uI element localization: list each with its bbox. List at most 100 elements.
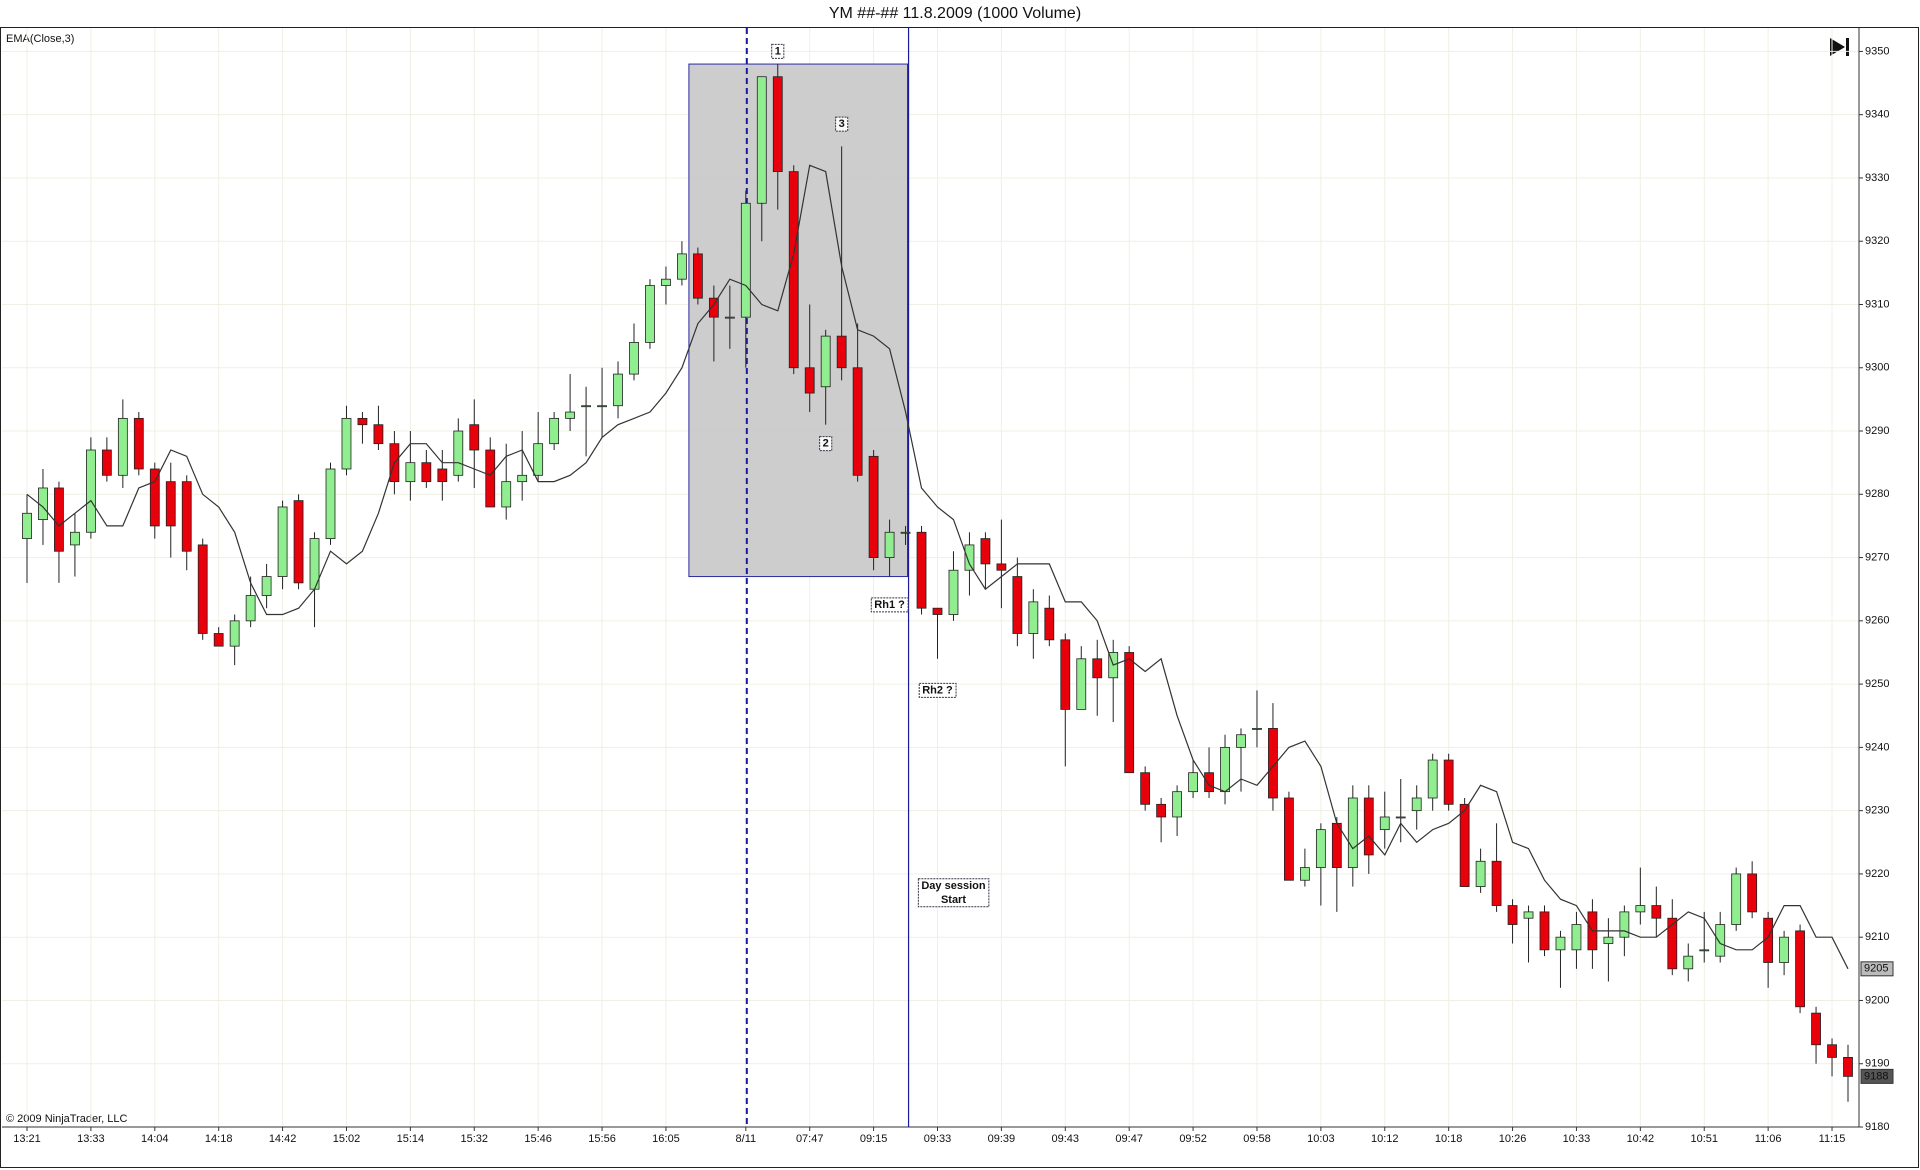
- candle-body: [469, 424, 480, 451]
- x-tick-label: 09:52: [1179, 1133, 1207, 1145]
- candle-body: [1140, 772, 1151, 805]
- annotation-box: [835, 116, 849, 132]
- candle-body: [1379, 816, 1390, 831]
- candle-body: [245, 595, 256, 622]
- candle-body: [133, 417, 144, 470]
- y-tick-label: 9250: [1865, 678, 1889, 690]
- annotation: Rh2 ?: [918, 682, 957, 698]
- candle-body: [1060, 639, 1071, 710]
- candle-body: [677, 253, 687, 280]
- candle-body: [629, 342, 639, 375]
- candle-body: [1795, 930, 1805, 1008]
- candle-body: [1699, 949, 1710, 952]
- candle-body: [533, 443, 544, 476]
- annotation-text: 1: [775, 45, 781, 57]
- y-tick-label: 9350: [1865, 45, 1889, 57]
- annotation: 1: [771, 43, 785, 59]
- candle-body: [213, 633, 224, 647]
- annotation-text: Start: [941, 894, 966, 906]
- x-tick-label: 13:21: [13, 1133, 41, 1145]
- candle-body: [740, 202, 751, 318]
- candle-body: [1731, 873, 1742, 925]
- candle-body: [964, 544, 975, 571]
- candle-body: [1268, 727, 1278, 799]
- annotation-text: Rh2 ?: [922, 684, 953, 696]
- candle-body: [581, 405, 591, 408]
- candle-body: [1539, 911, 1550, 951]
- y-tick-label: 9290: [1865, 425, 1889, 437]
- annotation: 3: [835, 116, 849, 132]
- annotation-box: [771, 43, 785, 59]
- y-tick-label: 9280: [1865, 488, 1889, 500]
- x-tick-label: 10:42: [1627, 1133, 1655, 1145]
- candle-body: [1220, 746, 1230, 793]
- candle-body: [1443, 759, 1454, 805]
- x-tick-label: 09:33: [924, 1133, 952, 1145]
- candle-body: [1603, 936, 1614, 944]
- candle-body: [1204, 772, 1214, 793]
- candle-body: [1747, 873, 1758, 913]
- candle-body: [325, 468, 336, 539]
- candle-body: [70, 531, 80, 546]
- candle-body: [597, 405, 607, 408]
- candle-body: [1843, 1057, 1853, 1077]
- x-tick-label: 10:18: [1435, 1133, 1463, 1145]
- annotation-text: 3: [839, 118, 845, 130]
- candle-body: [1044, 607, 1055, 641]
- candle-body: [836, 335, 847, 369]
- candle-body: [708, 297, 719, 318]
- candle-body: [149, 468, 160, 527]
- y-tick-label: 9330: [1865, 172, 1889, 184]
- bar-icon[interactable]: [1846, 38, 1849, 56]
- candle-body: [101, 449, 112, 476]
- x-tick-label: 09:39: [988, 1133, 1016, 1145]
- candle-body: [1555, 936, 1566, 951]
- candle-body: [645, 285, 655, 343]
- candle-body: [1092, 658, 1103, 679]
- candle-body: [1475, 860, 1486, 887]
- x-tick-label: 16:05: [652, 1133, 680, 1145]
- x-tick-label: 10:26: [1499, 1133, 1527, 1145]
- y-tick-label: 9310: [1865, 298, 1889, 310]
- annotation-box: [870, 597, 909, 613]
- price-tag: [1860, 1068, 1894, 1084]
- annotation: 2: [819, 436, 833, 452]
- candle-body: [980, 538, 991, 565]
- candle-body: [1284, 797, 1294, 881]
- candle-body: [1779, 936, 1790, 963]
- y-tick-label: 9180: [1865, 1121, 1889, 1133]
- x-tick-label: 10:03: [1307, 1133, 1335, 1145]
- candle-body: [1188, 772, 1198, 793]
- x-tick-label: 15:46: [524, 1133, 552, 1145]
- candle-body: [1156, 803, 1167, 818]
- annotation: Day session Start: [917, 878, 990, 908]
- candle-body: [1811, 1012, 1821, 1046]
- x-tick-label: 15:02: [333, 1133, 361, 1145]
- candle-body: [1347, 797, 1358, 868]
- price-tag: [1860, 961, 1894, 977]
- candle-body: [549, 417, 560, 445]
- y-tick-label: 9220: [1865, 868, 1889, 880]
- x-tick-label: 8/11: [736, 1133, 757, 1145]
- candle-body: [1331, 822, 1342, 868]
- candle-body: [421, 462, 432, 483]
- candle-body: [1571, 924, 1582, 951]
- annotation-box: [918, 682, 957, 698]
- candle-body: [373, 424, 384, 445]
- candle-body: [1827, 1044, 1837, 1058]
- candle-body: [1491, 860, 1502, 906]
- candle-body: [613, 373, 623, 407]
- y-tick-label: 9300: [1865, 362, 1889, 374]
- x-tick-label: 13:33: [77, 1133, 105, 1145]
- candle-body: [22, 512, 32, 539]
- x-tick-label: 09:47: [1115, 1133, 1143, 1145]
- candle-body: [1459, 803, 1470, 887]
- candle-body: [900, 531, 911, 534]
- candle-body: [884, 531, 895, 558]
- x-tick-label: 10:33: [1563, 1133, 1591, 1145]
- annotation: Rh1 ?: [870, 597, 909, 613]
- candle-body: [868, 455, 879, 558]
- y-tick-label: 9270: [1865, 551, 1889, 563]
- candle-body: [357, 417, 368, 426]
- x-tick-label: 10:12: [1371, 1133, 1399, 1145]
